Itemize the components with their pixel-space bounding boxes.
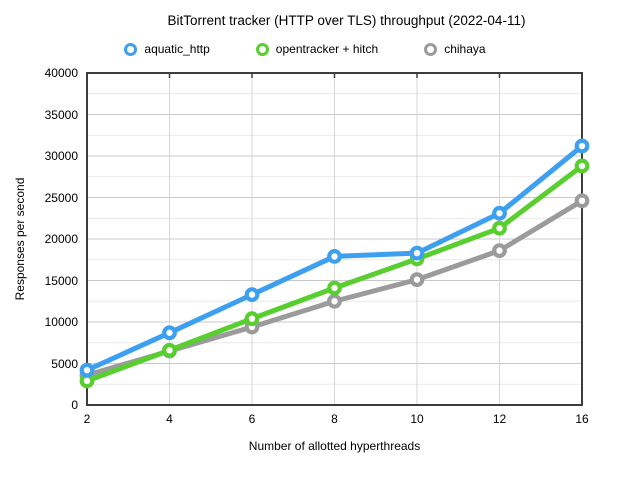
data-point-marker bbox=[409, 272, 425, 288]
x-tick-label: 10 bbox=[410, 412, 424, 426]
legend-ring-icon bbox=[424, 42, 438, 56]
x-tick-label: 16 bbox=[575, 412, 589, 426]
data-point-marker bbox=[492, 220, 507, 236]
y-tick-label: 20000 bbox=[44, 232, 78, 246]
data-point-marker bbox=[574, 193, 590, 209]
x-tick-label: 2 bbox=[83, 412, 91, 426]
y-tick-label: 40000 bbox=[44, 66, 78, 80]
legend-label: chihaya bbox=[444, 42, 486, 56]
chart-title: BitTorrent tracker (HTTP over TLS) throu… bbox=[167, 13, 526, 28]
data-point-marker bbox=[574, 138, 590, 154]
x-axis-title: Number of allotted hyperthreads bbox=[248, 439, 421, 453]
x-tick-label: 6 bbox=[248, 412, 256, 426]
data-point-marker bbox=[327, 249, 342, 264]
chart-legend: aquatic_http opentracker + hitch chihaya bbox=[0, 42, 610, 56]
data-point-marker bbox=[574, 158, 590, 174]
x-tick-label: 8 bbox=[331, 412, 338, 426]
data-point-marker bbox=[409, 245, 425, 261]
legend-ring-icon bbox=[124, 42, 138, 56]
data-point-marker bbox=[79, 362, 95, 378]
y-tick-label: 15000 bbox=[44, 273, 78, 288]
legend-item: chihaya bbox=[424, 42, 486, 56]
data-point-marker bbox=[327, 293, 342, 309]
data-point-marker bbox=[492, 205, 507, 221]
data-point-marker bbox=[244, 311, 260, 327]
data-point-marker bbox=[492, 243, 507, 259]
legend-label: opentracker + hitch bbox=[275, 42, 379, 56]
legend-ring-icon bbox=[255, 42, 269, 56]
x-tick-label: 4 bbox=[166, 412, 173, 426]
data-point-marker bbox=[162, 325, 177, 341]
data-point-marker bbox=[162, 342, 177, 358]
legend-label: aquatic_http bbox=[144, 42, 210, 56]
y-tick-label: 5000 bbox=[51, 356, 78, 371]
data-point-marker bbox=[327, 280, 342, 296]
y-tick-label: 30000 bbox=[44, 149, 78, 163]
y-tick-label: 10000 bbox=[44, 315, 78, 329]
x-tick-label: 12 bbox=[492, 412, 507, 426]
y-tick-label: 35000 bbox=[44, 107, 78, 122]
y-tick-label: 25000 bbox=[44, 190, 78, 205]
data-point-marker bbox=[244, 287, 260, 303]
legend-item: opentracker + hitch bbox=[255, 42, 379, 56]
y-tick-label: 0 bbox=[71, 398, 78, 412]
legend-item: aquatic_http bbox=[124, 42, 210, 56]
